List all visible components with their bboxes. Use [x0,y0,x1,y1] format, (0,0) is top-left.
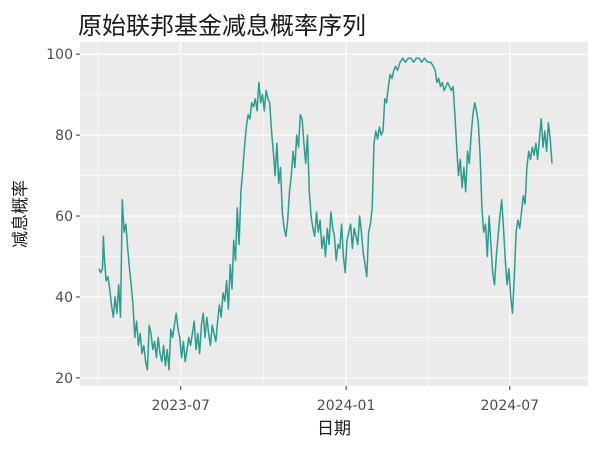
y-tick-label: 80 [55,128,73,144]
y-tick-label: 40 [55,290,73,306]
x-tick-label: 2023-07 [151,398,210,414]
x-axis: 2023-07 2024-01 2024-07 [151,386,539,414]
y-axis: 20 40 60 80 100 [46,47,80,387]
y-axis-title: 减息概率 [11,180,31,248]
series-line [98,57,553,371]
x-tick-label: 2024-07 [481,398,540,414]
grid-minor [80,42,588,386]
plot-panel [80,42,588,386]
x-tick-label: 2024-01 [317,398,376,414]
y-tick-label: 100 [46,47,73,63]
y-tick-label: 60 [55,209,73,225]
y-tick-label: 20 [55,371,73,387]
x-axis-title: 日期 [317,419,351,439]
series-layer [98,57,553,371]
chart-title: 原始联邦基金减息概率序列 [78,12,366,40]
